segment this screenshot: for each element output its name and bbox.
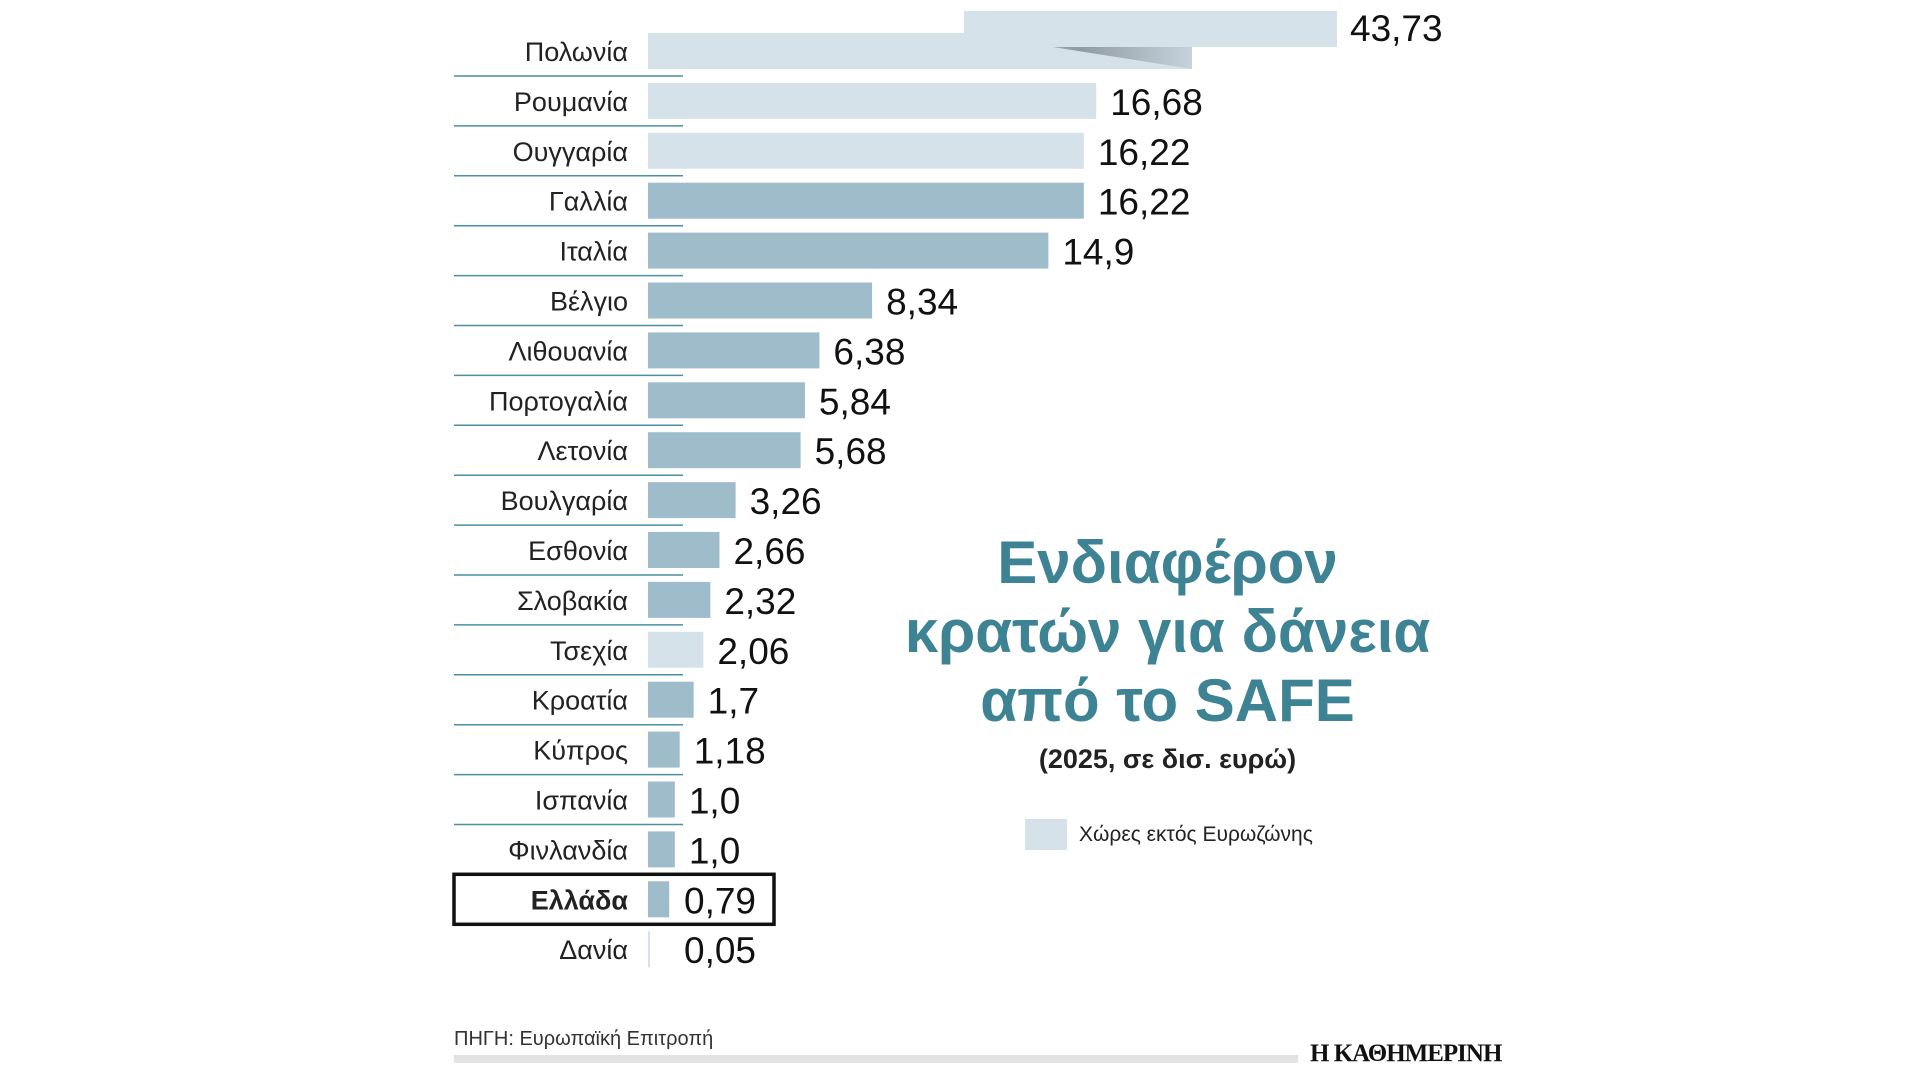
category-label: Ρουμανία <box>514 87 628 117</box>
bar <box>648 382 805 419</box>
bar <box>648 881 670 918</box>
category-label: Κύπρος <box>533 736 628 766</box>
title-line: Ενδιαφέρον <box>997 529 1338 596</box>
bar <box>648 831 675 868</box>
bar <box>648 432 801 469</box>
value-label: 43,73 <box>1350 8 1443 49</box>
value-label: 14,9 <box>1062 232 1134 273</box>
category-label: Ιταλία <box>559 237 628 267</box>
footer-rule <box>454 1055 1298 1063</box>
bar <box>964 11 1337 47</box>
bar <box>648 581 711 618</box>
bar <box>648 931 650 968</box>
value-label: 0,05 <box>684 930 756 971</box>
category-label: Γαλλία <box>549 187 628 217</box>
category-label: Πορτογαλία <box>489 386 628 416</box>
category-label: Πολωνία <box>525 37 628 67</box>
source-note: ΠΗΓΗ: Ευρωπαϊκή Επιτροπή <box>454 1028 714 1050</box>
category-label: Ισπανία <box>535 786 628 816</box>
bar <box>648 282 873 319</box>
publisher-logo: Η ΚΑΘΗΜΕΡΙΝΗ <box>1310 1040 1502 1067</box>
value-label: 2,32 <box>724 581 796 622</box>
bar <box>648 631 704 668</box>
value-label: 5,68 <box>815 431 887 472</box>
chart-title: Ενδιαφέρον κρατών για δάνεια από το SAFE <box>880 528 1455 735</box>
value-label: 1,0 <box>689 830 740 871</box>
highlight-box <box>452 872 776 927</box>
category-label: Ουγγαρία <box>513 137 628 167</box>
bar <box>648 332 820 369</box>
value-label: 1,18 <box>694 731 766 772</box>
value-label: 16,22 <box>1098 182 1191 223</box>
category-label: Φινλανδία <box>508 835 628 865</box>
bar <box>648 82 1097 119</box>
value-label: 8,34 <box>886 282 958 323</box>
value-label: 1,0 <box>689 781 740 822</box>
title-line: από το SAFE <box>980 667 1355 734</box>
bar <box>648 731 680 768</box>
category-label: Ελλάδα <box>531 885 629 915</box>
bar <box>648 232 1049 269</box>
bar <box>648 182 1084 219</box>
legend-label: Χώρες εκτός Ευρωζώνης <box>1079 822 1313 846</box>
bar <box>648 132 1084 169</box>
category-label: Βουλγαρία <box>501 486 628 516</box>
value-label: 0,79 <box>684 880 756 921</box>
value-label: 6,38 <box>833 331 905 372</box>
value-label: 2,06 <box>717 631 789 672</box>
category-label: Σλοβακία <box>517 586 628 616</box>
category-label: Λιθουανία <box>508 336 628 366</box>
value-label: 5,84 <box>819 381 891 422</box>
category-label: Εσθονία <box>528 536 628 566</box>
category-label: Κροατία <box>532 686 628 716</box>
value-label: 3,26 <box>750 481 822 522</box>
category-label: Δανία <box>559 935 628 965</box>
category-label: Τσεχία <box>550 636 628 666</box>
bar <box>648 532 720 568</box>
value-label: 16,22 <box>1098 132 1191 173</box>
category-label: Βέλγιο <box>550 287 628 317</box>
legend-swatch <box>1025 819 1067 850</box>
bar <box>648 482 736 519</box>
value-label: 1,7 <box>708 681 759 722</box>
legend: Χώρες εκτός Ευρωζώνης <box>1025 819 1313 850</box>
value-label: 2,66 <box>733 531 805 572</box>
title-line: κρατών για δάνεια <box>904 598 1431 665</box>
chart-subtitle: (2025, σε δισ. ευρώ) <box>1038 744 1297 774</box>
bar <box>648 781 675 818</box>
category-label: Λετονία <box>538 436 628 466</box>
value-label: 16,68 <box>1110 82 1203 123</box>
bar <box>648 681 694 718</box>
